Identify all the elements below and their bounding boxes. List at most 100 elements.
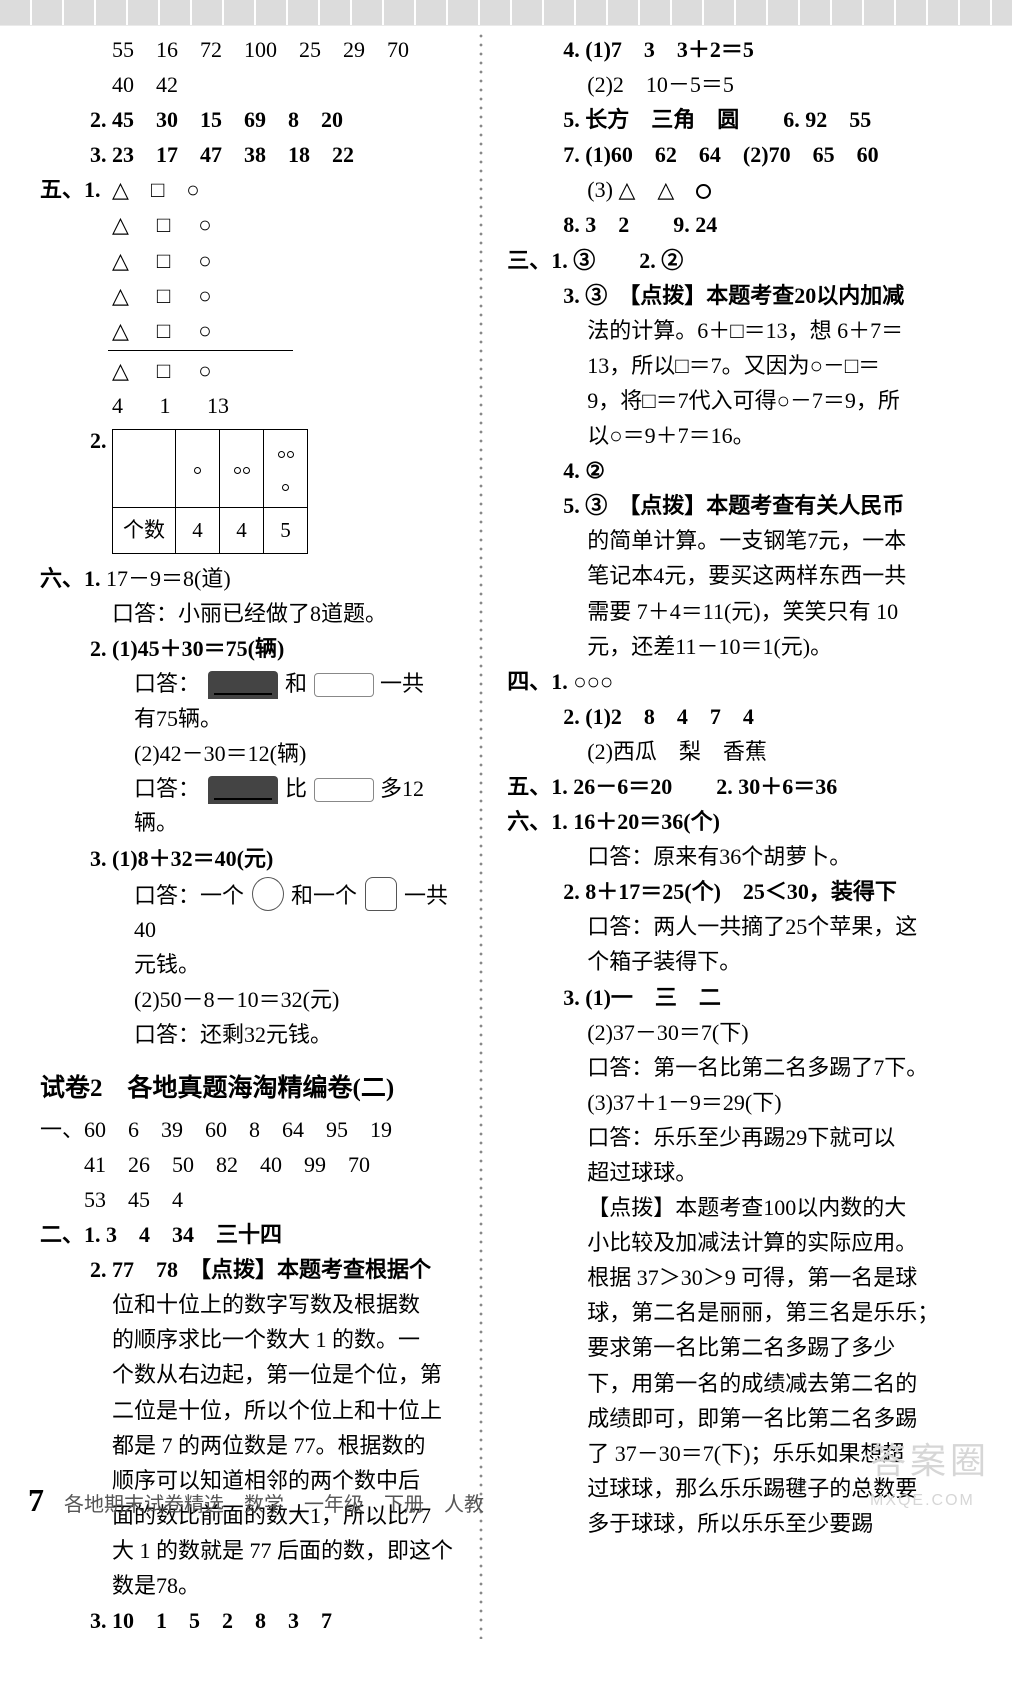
text: 8. 3 2 9. 24 — [507, 208, 982, 242]
text: 55 16 72 100 25 29 70 — [40, 33, 455, 67]
text: 2. 77 78 【点拨】本题考查根据个 — [40, 1253, 455, 1287]
text: 53 45 4 — [40, 1183, 455, 1217]
label: 五、1. — [40, 177, 101, 202]
text: 口答：原来有36个胡萝卜。 — [507, 840, 982, 874]
circle-icon — [696, 184, 711, 199]
text: 8. 3 2 9. 24 — [563, 212, 717, 237]
text: (3)37＋1－9＝29(下) — [507, 1086, 982, 1120]
square-icon: □ — [151, 177, 164, 202]
count-table: 个数 4 4 5 — [112, 429, 308, 554]
text: (2)2 10－5＝5 — [507, 68, 982, 102]
text: (2)50－8－10＝32(元) — [40, 983, 455, 1017]
text: 5. ③ 【点拨】本题考查有关人民币 — [507, 489, 982, 523]
text: 3. 23 17 47 38 18 22 — [40, 138, 455, 172]
text: 2. 8＋17＝25(个) 25＜30，装得下 — [563, 879, 897, 904]
text: 3. (1)一 三 二 — [563, 985, 721, 1010]
text: 40 42 — [40, 68, 455, 102]
text: 要求第一名比第二名多踢了多少 — [507, 1331, 982, 1365]
text: 2. 45 30 15 69 8 20 — [40, 103, 455, 137]
text: 一、60 6 39 60 8 64 95 19 — [40, 1113, 455, 1147]
table-row — [113, 430, 308, 508]
text: 口答： 和 一共 — [40, 667, 455, 701]
text: 口答：一个 和一个 一共40 — [40, 877, 455, 947]
text: 2. 77 78 【点拨】本题考查根据个 — [90, 1257, 431, 1282]
column-divider — [477, 32, 485, 1639]
text: 2. (1)45＋30＝75(辆) — [40, 632, 455, 666]
text: (2)西瓜 梨 香蕉 — [507, 735, 982, 769]
text: 口答：两人一共摘了25个苹果，这 — [507, 910, 982, 944]
text: 下，用第一名的成绩减去第二名的 — [507, 1367, 982, 1401]
text: 7. (1)60 62 64 (2)70 65 60 — [507, 138, 982, 172]
text: 13，所以□＝7。又因为○－□＝ — [507, 349, 982, 383]
text: 3. (1)8＋32＝40(元) — [40, 842, 455, 876]
shape-row: △ □ ○ — [40, 244, 455, 278]
text: 成绩即可，即第一名比第二名多踢 — [507, 1402, 982, 1436]
text: 口答：乐乐至少再踢29下就可以 — [507, 1121, 982, 1155]
text: 2. (1)45＋30＝75(辆) — [90, 636, 284, 661]
page-content: 55 16 72 100 25 29 70 40 42 2. 45 30 15 … — [0, 0, 1012, 1699]
text: 根据 37＞30＞9 可得，第一名是球 — [507, 1261, 982, 1295]
text: 和一个 — [291, 883, 357, 908]
text: 3. 10 1 5 2 8 3 7 — [40, 1604, 455, 1638]
shape-row: △ □ ○ — [40, 314, 455, 348]
label: 三、1. ③ 2. ② — [507, 248, 683, 273]
text: 2. 8＋17＝25(个) 25＜30，装得下 — [507, 875, 982, 909]
text: 数是78。 — [40, 1569, 455, 1603]
text: 有75辆。 — [40, 702, 455, 736]
text: 比 — [285, 776, 307, 801]
text: 3. 23 17 47 38 18 22 — [90, 142, 354, 167]
car-icon — [314, 673, 374, 697]
page-number: 7 — [28, 1476, 44, 1526]
text: 一共 — [380, 671, 424, 696]
text: 口答：一个 — [134, 883, 244, 908]
shape-row: △ □ ○ — [40, 354, 455, 388]
text: 3. (1)8＋32＝40(元) — [90, 846, 273, 871]
table-cell: 5 — [264, 508, 308, 554]
triangle-icon: △ — [112, 173, 129, 207]
backpack-icon — [365, 877, 397, 911]
text: 位和十位上的数字写数及根据数 — [40, 1288, 455, 1322]
table-cell — [113, 430, 176, 508]
table-cell — [220, 430, 264, 508]
text: 3. 10 1 5 2 8 3 7 — [90, 1608, 332, 1633]
text: 六、1. 17－9＝8(道) — [40, 562, 455, 596]
text: 1 — [160, 389, 202, 423]
text: 六、1. 16＋20＝36(个) — [507, 805, 982, 839]
text: 的简单计算。一支钢笔7元，一本 — [507, 524, 982, 558]
text: 4. (1)7 3 3＋2＝5 — [563, 37, 754, 62]
text: 个数从右边起，第一位是个位，第 — [40, 1358, 455, 1392]
text: 5. 长方 三角 圆 6. 92 55 — [563, 107, 871, 132]
text: 4. ② — [563, 458, 605, 483]
text: 3. (1)一 三 二 — [507, 981, 982, 1015]
text: 7. (1)60 62 64 (2)70 65 60 — [563, 142, 878, 167]
text: 5. 长方 三角 圆 6. 92 55 — [507, 103, 982, 137]
text: 9，将□＝7代入可得○－7＝9，所 — [507, 384, 982, 418]
text: 元钱。 — [40, 948, 455, 982]
page-footer: 7 各地期末试卷精选 数学 一年级 下册 人教 — [0, 1476, 1012, 1526]
text: 二、1. 3 4 34 三十四 — [40, 1218, 455, 1252]
text: 六、1. 16＋20＝36(个) — [507, 809, 720, 834]
section-label: 五、1. △ □ ○ — [40, 173, 455, 207]
text: 笔记本4元，要买这两样东西一共 — [507, 559, 982, 593]
text: 2. (1)2 8 4 7 4 — [563, 704, 754, 729]
table-cell: 4 — [176, 508, 220, 554]
text: 二、1. 3 4 34 三十四 — [40, 1222, 282, 1247]
bus-icon — [208, 776, 278, 804]
shape-row: △ □ ○ — [40, 279, 455, 313]
text: 五、1. 26－6＝20 2. 30＋6＝36 — [507, 774, 837, 799]
text: 都是 7 的两位数是 77。根据数的 — [40, 1429, 455, 1463]
text: 三、1. ③ 2. ② — [507, 244, 982, 278]
text: 球，第二名是丽丽，第三名是乐乐； — [507, 1296, 982, 1330]
text: 元，还差11－10＝1(元)。 — [507, 630, 982, 664]
text: (2)42－30＝12(辆) — [40, 737, 455, 771]
text: 3. ③ 【点拨】本题考查20以内加减 — [507, 279, 982, 313]
footer-text: 各地期末试卷精选 数学 一年级 下册 人教 — [64, 1490, 484, 1521]
text: 需要 7＋4＝11(元)，笑笑只有 10 — [507, 595, 982, 629]
table-cell: 个数 — [113, 508, 176, 554]
text: 大 1 的数就是 77 后面的数，即这个 — [40, 1534, 455, 1568]
text: 法的计算。6＋□＝13，想 6＋7＝ — [507, 314, 982, 348]
text: 个箱子装得下。 — [507, 945, 982, 979]
table-cell: 4 — [220, 508, 264, 554]
text: (2)37－30＝7(下) — [507, 1016, 982, 1050]
text: 4. ② — [507, 454, 982, 488]
